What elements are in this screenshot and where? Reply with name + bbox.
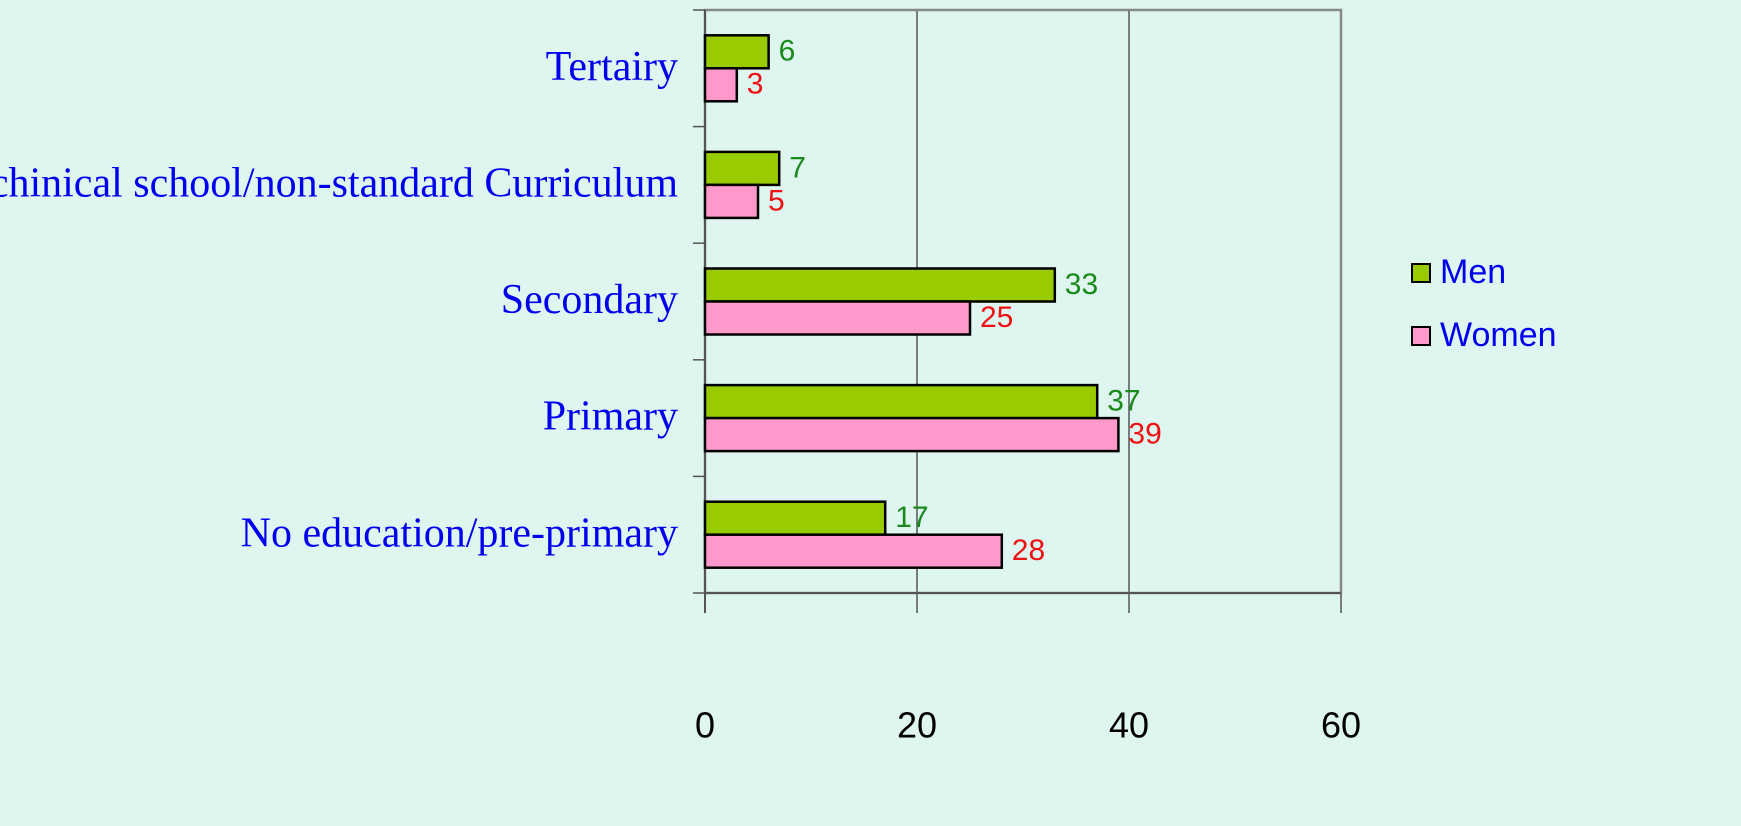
value-label: 25 — [980, 301, 1013, 334]
bar — [705, 185, 758, 218]
value-label: 5 — [768, 184, 785, 217]
bar — [705, 152, 779, 185]
value-label: 3 — [747, 68, 764, 101]
legend-swatch — [1412, 327, 1430, 345]
value-label: 28 — [1012, 534, 1045, 567]
value-label: 6 — [779, 35, 796, 68]
legend-label: Men — [1440, 253, 1506, 291]
bar — [705, 385, 1097, 418]
bar — [705, 68, 737, 101]
bar — [705, 535, 1002, 568]
value-label: 37 — [1107, 385, 1140, 418]
category-label: Primary — [543, 394, 678, 440]
chart: 0 20 40 60 Tertairy 63 techinical school/non-s… — [0, 0, 1741, 826]
legend-label: Women — [1440, 316, 1557, 354]
x-tick-label: 60 — [1321, 705, 1361, 746]
x-tick-label: 20 — [897, 705, 937, 746]
legend-swatch — [1412, 264, 1430, 282]
bar — [705, 302, 970, 335]
value-label: 7 — [789, 151, 806, 184]
bar — [705, 418, 1118, 451]
bar — [705, 502, 885, 535]
bar — [705, 269, 1055, 302]
value-label: 17 — [895, 501, 928, 534]
x-tick-label: 40 — [1109, 705, 1149, 746]
category-label: Secondary — [501, 277, 678, 323]
category-label: No education/pre-primary — [241, 510, 678, 556]
category-label: techinical school/non-standard Curriculu… — [0, 161, 678, 207]
category-label: Tertairy — [546, 44, 678, 90]
value-label: 39 — [1128, 418, 1161, 451]
bar — [705, 35, 769, 68]
x-tick-label: 0 — [695, 705, 715, 746]
value-label: 33 — [1065, 268, 1098, 301]
